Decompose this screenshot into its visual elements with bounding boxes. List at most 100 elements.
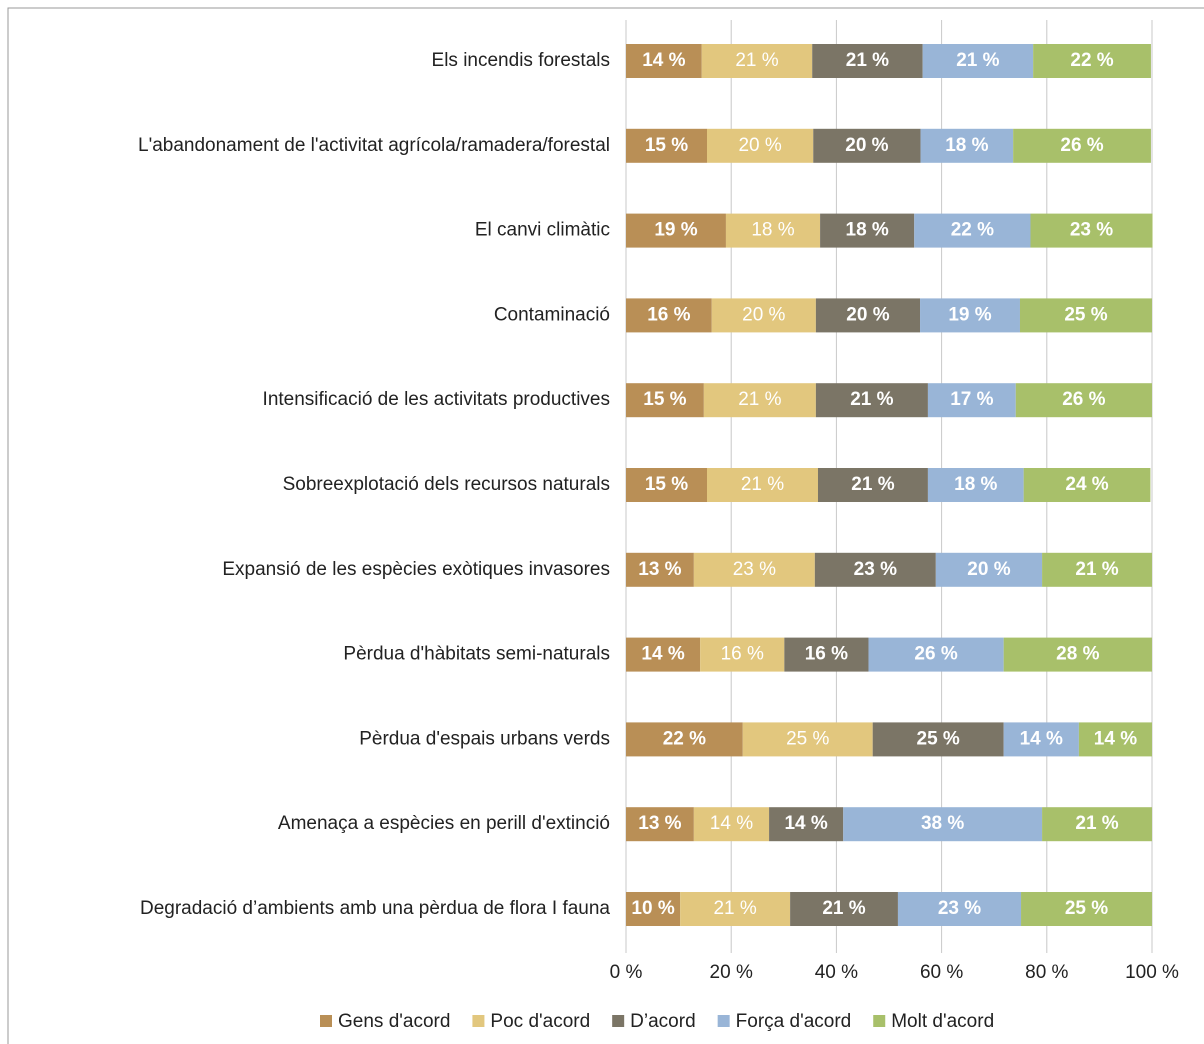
bar-segment [897,892,1022,926]
bar-segment [868,637,1004,672]
legend-label: Poc d'acord [490,1011,590,1032]
data-label: 23 % [1070,220,1113,241]
data-label: 22 % [663,728,706,749]
legend-swatch [320,1015,332,1027]
legend-label: D’acord [630,1011,695,1032]
data-label: 18 % [945,135,988,156]
data-label: 25 % [1065,898,1108,919]
bar-segment [703,383,816,418]
legend-label: Molt d'acord [891,1011,994,1032]
bar-segment [626,213,726,248]
bar-segment [626,892,681,926]
data-label: 15 % [645,135,688,156]
bar-segment [700,637,785,672]
data-label: 25 % [1064,304,1107,325]
bar-segment [843,807,1043,842]
bar-segment [914,213,1031,248]
data-label: 21 % [735,50,778,71]
data-label: 19 % [948,304,991,325]
bar-segment [927,383,1016,418]
data-label: 21 % [850,389,893,410]
data-label: 13 % [638,813,681,834]
bar-segment [693,552,815,587]
data-label: 18 % [954,474,997,495]
data-label: 26 % [1062,389,1105,410]
category-label: Sobreexplotació dels recursos naturals [283,474,610,495]
bar-segment [872,722,1004,757]
data-label: 21 % [846,50,889,71]
bar-segment [626,128,708,163]
data-label: 18 % [846,220,889,241]
x-tick-label: 40 % [815,962,858,983]
bar-segment [725,213,821,248]
bar-segment [626,722,743,757]
bar-segment [920,298,1020,333]
x-tick-label: 80 % [1025,962,1068,983]
data-label: 21 % [1075,813,1118,834]
data-label: 21 % [713,898,756,919]
bar-segment [1042,807,1152,842]
data-label: 14 % [1020,728,1063,749]
chart-border [7,7,1204,1044]
data-label: 25 % [917,728,960,749]
data-label: 21 % [956,50,999,71]
bar-segment [626,637,701,672]
data-label: 16 % [647,304,690,325]
legend-label: Gens d'acord [338,1011,450,1032]
bar-segment [815,383,928,418]
bar-segment [707,468,818,502]
bar-segment [626,44,702,78]
category-label: Intensificació de les activitats product… [263,389,610,410]
data-label: 16 % [805,644,848,665]
bar-segment [1030,213,1153,248]
data-label: 18 % [751,220,794,241]
bar-segment [711,298,816,333]
bar-segment [814,552,936,587]
bar-segment [626,298,712,333]
bar-segment [1023,468,1151,502]
x-tick-label: 0 % [610,962,643,983]
data-label: 38 % [921,813,964,834]
bar-segment [626,807,694,842]
data-label: 14 % [1094,728,1137,749]
legend-label: Força d'acord [736,1011,852,1032]
bar-segment [1078,722,1152,757]
category-label: L'abandonament de l'activitat agrícola/r… [138,135,610,156]
bar-segment [680,892,791,926]
bar-segment [701,44,813,78]
data-label: 19 % [654,220,697,241]
bar-segment [626,468,708,502]
category-label: Pèrdua d'hàbitats semi-naturals [343,644,610,665]
data-label: 10 % [631,898,674,919]
bar-segment [693,807,770,842]
bar-segment [769,807,844,842]
data-label: 24 % [1065,474,1108,495]
data-label: 23 % [854,559,897,580]
bar-segment [1015,383,1152,418]
data-label: 17 % [950,389,993,410]
x-tick-label: 100 % [1125,962,1179,983]
data-label: 14 % [784,813,827,834]
bar-segment [1042,552,1152,587]
data-label: 23 % [938,898,981,919]
data-label: 20 % [845,135,888,156]
bar-segment [927,468,1024,502]
data-label: 13 % [638,559,681,580]
data-label: 15 % [643,389,686,410]
bar-segment [1013,128,1151,163]
bar-segment [815,298,921,333]
category-label: Els incendis forestals [432,50,610,71]
bar-segment [707,128,814,163]
legend-swatch [717,1015,730,1027]
data-label: 23 % [733,559,776,580]
legend-swatch [873,1015,886,1027]
bar-segment [813,128,921,163]
bar-segment [922,44,1034,78]
bar-segment [820,213,915,248]
data-label: 20 % [738,135,781,156]
bar-segment [935,552,1043,587]
category-label: Expansió de les espècies exòtiques invas… [222,559,610,580]
data-label: 21 % [1075,559,1118,580]
bar-segment [1033,44,1151,78]
